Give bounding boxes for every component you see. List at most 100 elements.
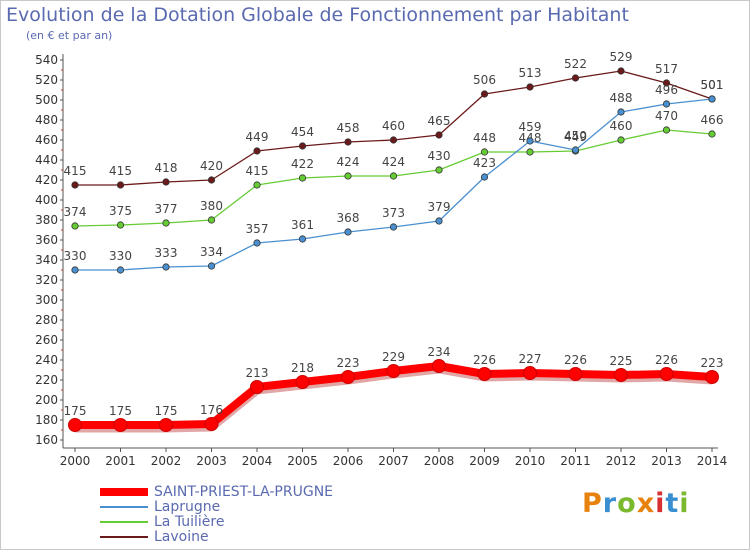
x-tick-label: 2004: [242, 454, 273, 468]
y-tick-label: 380: [35, 213, 58, 227]
legend-label: La Tuilière: [154, 513, 225, 530]
data-label: 213: [246, 366, 269, 380]
data-label: 460: [610, 119, 633, 133]
data-point: [253, 181, 261, 189]
data-label: 361: [291, 218, 314, 232]
data-point: [159, 418, 173, 432]
data-label: 226: [473, 353, 496, 367]
data-label: 415: [109, 164, 132, 178]
data-point: [298, 174, 307, 182]
data-label: 234: [428, 345, 451, 359]
data-label: 373: [382, 206, 405, 220]
data-point: [571, 146, 580, 154]
data-label: 506: [473, 73, 496, 87]
data-label: 501: [701, 78, 724, 92]
data-label: 418: [155, 161, 178, 175]
data-label: 488: [610, 91, 633, 105]
data-label: 334: [200, 245, 223, 259]
data-label: 501: [701, 78, 724, 92]
x-tick-label: 2002: [151, 454, 182, 468]
logo-letter: t: [665, 488, 680, 519]
legend-swatch: [100, 505, 148, 508]
series-3: 415 415 418 420 449 454 458 460 465 506 513 522 529 5…: [64, 50, 724, 189]
y-tick-label: 540: [35, 53, 58, 67]
y-tick-label: 260: [35, 333, 58, 347]
data-point: [389, 172, 398, 180]
data-label: 226: [655, 353, 678, 367]
data-point: [116, 181, 125, 189]
x-tick-label: 2013: [651, 454, 682, 468]
data-label: 449: [564, 130, 587, 144]
logo-letter: o: [617, 488, 637, 519]
legend-item: Lavoine: [100, 529, 333, 545]
data-label: 218: [291, 361, 314, 375]
data-point: [253, 147, 261, 155]
data-label: 374: [64, 205, 87, 219]
x-tick-label: 2005: [287, 454, 318, 468]
proxiti-logo: Proxiti: [582, 488, 690, 519]
data-label: 424: [337, 155, 360, 169]
legend-swatch: [100, 487, 148, 496]
x-tick-label: 2008: [424, 454, 455, 468]
y-tick-label: 300: [35, 293, 58, 307]
chart-subtitle: (en € et par an): [26, 29, 113, 42]
data-point: [662, 100, 671, 108]
x-tick-label: 2003: [196, 454, 227, 468]
data-label: 175: [109, 404, 132, 418]
data-label: 448: [473, 131, 496, 145]
data-point: [526, 148, 534, 156]
data-label: 226: [564, 353, 587, 367]
data-point: [435, 166, 443, 174]
data-label: 454: [291, 125, 314, 139]
data-point: [162, 263, 170, 271]
data-point: [207, 216, 216, 224]
data-point: [617, 136, 625, 144]
data-label: 529: [610, 50, 633, 64]
data-label: 330: [109, 249, 132, 263]
y-tick-label: 400: [35, 193, 58, 207]
data-point: [344, 138, 352, 146]
data-point: [71, 181, 79, 189]
logo-letter: x: [636, 488, 656, 519]
data-point: [344, 228, 352, 236]
data-label: 368: [337, 211, 360, 225]
data-label: 229: [382, 350, 405, 364]
data-point: [71, 222, 79, 230]
series-1: 330 330 333 334 357 361 368 373 379 423 459 450 488 4…: [64, 78, 724, 274]
x-tick-label: 2011: [560, 454, 591, 468]
data-point: [116, 266, 125, 274]
y-tick-label: 160: [35, 433, 58, 447]
legend-swatch: [100, 535, 148, 538]
data-label: 375: [109, 204, 132, 218]
data-point: [435, 131, 443, 139]
data-point: [480, 148, 489, 156]
data-label: 420: [200, 159, 223, 173]
data-label: 357: [246, 222, 269, 236]
x-tick-label: 2010: [515, 454, 546, 468]
data-label: 175: [155, 404, 178, 418]
legend-swatch: [100, 520, 148, 523]
data-label: 176: [200, 403, 223, 417]
x-tick-label: 2000: [60, 454, 91, 468]
data-label: 175: [64, 404, 87, 418]
data-point: [477, 367, 492, 381]
series-0: 175 175 175 176 213 218 223 229 234 226 227 226 225 2…: [64, 345, 723, 433]
data-point: [207, 176, 216, 184]
data-label: 223: [337, 356, 360, 370]
data-point: [344, 172, 352, 180]
x-tick-label: 2012: [606, 454, 637, 468]
y-tick-label: 460: [35, 133, 58, 147]
data-point: [705, 370, 719, 384]
chart-title: Evolution de la Dotation Globale de Fonc…: [6, 4, 629, 26]
data-label: 423: [473, 156, 496, 170]
data-point: [204, 417, 219, 431]
y-tick-label: 500: [35, 93, 58, 107]
y-tick-label: 240: [35, 353, 58, 367]
data-label: 517: [655, 62, 678, 76]
data-label: 330: [64, 249, 87, 263]
data-label: 513: [519, 66, 542, 80]
data-label: 450: [564, 129, 587, 143]
data-label: 470: [655, 109, 678, 123]
x-tick-label: 2001: [105, 454, 136, 468]
